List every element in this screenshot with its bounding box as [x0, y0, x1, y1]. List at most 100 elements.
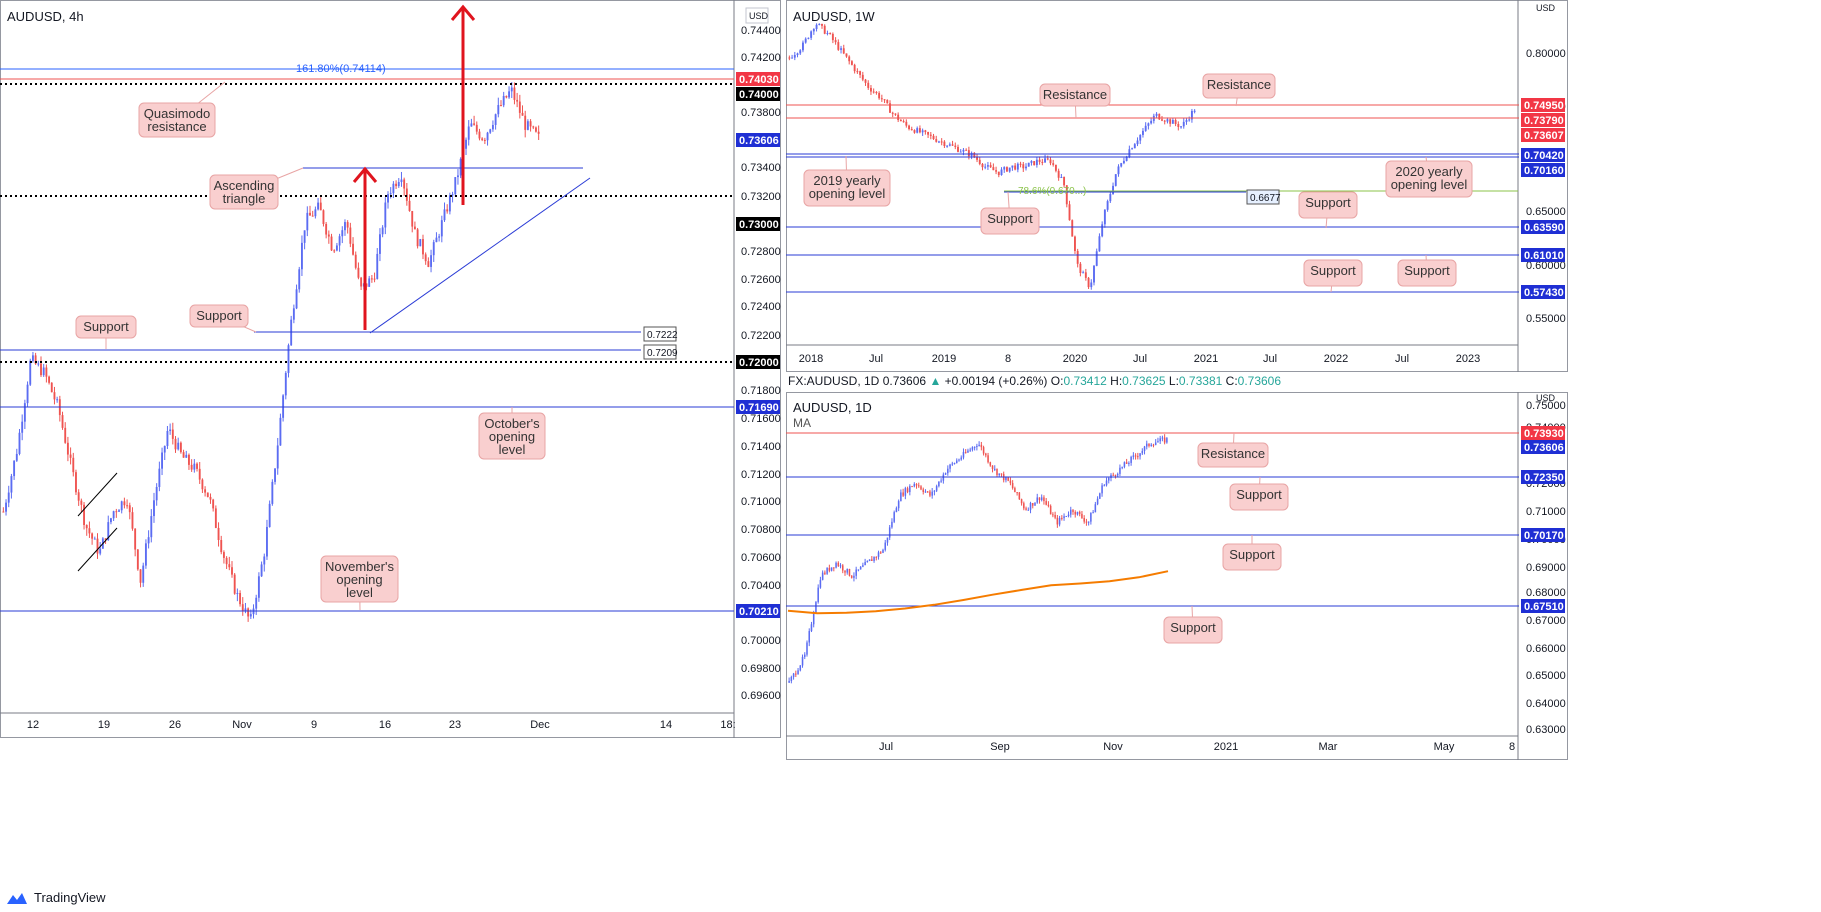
candle: [795, 670, 797, 678]
candle: [368, 275, 371, 288]
candle: [1083, 515, 1085, 524]
candle: [942, 472, 945, 484]
candle: [271, 479, 274, 506]
candle: [951, 461, 954, 466]
price-tick-label: 0.71000: [1526, 506, 1566, 518]
candle: [1022, 162, 1025, 172]
candle: [1029, 501, 1032, 514]
candle: [1041, 158, 1044, 166]
candle: [984, 163, 987, 170]
time-tick-label: Nov: [232, 719, 252, 731]
candle: [212, 498, 215, 512]
candle: [1009, 477, 1012, 486]
candle: [1120, 162, 1123, 168]
candle: [518, 94, 521, 119]
candle: [1161, 116, 1163, 122]
candle: [829, 32, 832, 35]
time-tick-label: Dec: [530, 719, 550, 731]
candle: [177, 437, 180, 451]
candle: [1068, 200, 1071, 221]
symbol-header: FX:AUDUSD, 1D 0.73606 ▲ +0.00194 (+0.26%…: [788, 374, 1281, 390]
candle: [1177, 121, 1180, 131]
candle: [823, 24, 826, 35]
candle: [818, 23, 821, 26]
candle: [1018, 492, 1021, 500]
candle: [1008, 167, 1011, 173]
candle: [526, 119, 529, 131]
candle: [1033, 161, 1036, 166]
price-change: +0.00194 (+0.26%): [944, 374, 1048, 388]
open-label: O:: [1050, 374, 1064, 388]
candle: [1105, 477, 1108, 487]
candle: [873, 556, 875, 563]
candle: [1163, 119, 1166, 125]
candle: [1014, 486, 1016, 493]
candle: [864, 558, 866, 566]
candle: [911, 485, 913, 488]
candle: [153, 492, 155, 523]
candle: [1036, 493, 1039, 504]
chart-panel-4h: AUDUSD, 4h USD 161.80%(0.74114) 0.7222 0.…: [0, 0, 781, 738]
candle: [995, 166, 998, 175]
candle: [1087, 276, 1090, 289]
time-tick-label: Jul: [879, 741, 893, 753]
candle: [1054, 511, 1056, 520]
candle: [799, 665, 802, 672]
candle: [1103, 209, 1106, 228]
candle: [1000, 167, 1003, 176]
candle: [1122, 157, 1125, 165]
candle: [236, 588, 239, 602]
candle: [327, 230, 330, 244]
candle: [833, 567, 835, 572]
callout-text: November's: [325, 559, 394, 574]
candle: [80, 498, 83, 513]
tradingview-brand[interactable]: TradingView: [6, 890, 106, 905]
candle: [155, 483, 158, 506]
chart-panel-weekly: AUDUSD, 1W USD 78.6%(0.670...) 0.6677 Re…: [786, 0, 1568, 372]
candle: [883, 99, 886, 104]
candle: [206, 492, 209, 498]
candle: [1019, 161, 1022, 168]
candle: [115, 508, 118, 518]
candle: [40, 356, 42, 377]
candle: [1038, 156, 1041, 165]
candle: [142, 562, 145, 587]
candle: [973, 446, 976, 451]
price-tick-label: 0.74400: [741, 25, 781, 37]
candle: [953, 462, 956, 465]
time-tick-label: 8: [1005, 353, 1011, 365]
candle: [1185, 117, 1188, 125]
price-tick-label: 0.74200: [741, 52, 781, 64]
candle: [815, 23, 818, 32]
candle: [962, 448, 965, 460]
callout-text: opening level: [809, 186, 886, 201]
candle: [241, 597, 244, 616]
svg-text:0.73790: 0.73790: [1524, 115, 1564, 127]
candle: [955, 458, 958, 464]
candle: [1130, 455, 1132, 466]
candle: [295, 284, 298, 310]
svg-text:0.72350: 0.72350: [1524, 472, 1564, 484]
low-label: L:: [1168, 374, 1179, 388]
open-value: 0.73412: [1063, 374, 1107, 388]
candle: [188, 453, 190, 470]
candle: [481, 137, 484, 142]
svg-text:0.71690: 0.71690: [739, 402, 779, 414]
svg-text:0.73607: 0.73607: [1524, 130, 1564, 142]
candle: [1052, 512, 1054, 518]
candle: [376, 248, 379, 280]
candle: [819, 576, 822, 589]
candle: [841, 564, 844, 574]
time-tick-label: 18:: [720, 719, 735, 731]
last-price: 0.73606: [882, 374, 927, 388]
svg-text:0.74000: 0.74000: [739, 89, 779, 101]
currency-badge: USD: [1536, 3, 1556, 13]
candle: [810, 30, 813, 41]
candle: [1072, 509, 1074, 515]
candle: [920, 485, 922, 491]
projection-arrow-short: [352, 166, 378, 330]
candle: [1106, 199, 1109, 212]
candle: [1114, 174, 1117, 187]
candle: [147, 530, 150, 549]
